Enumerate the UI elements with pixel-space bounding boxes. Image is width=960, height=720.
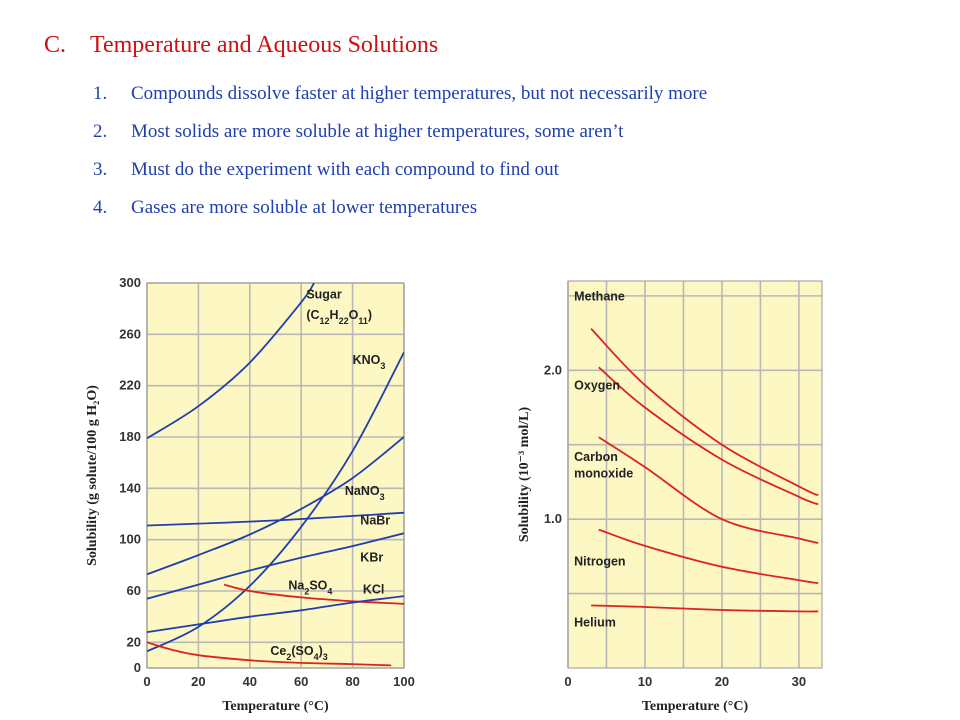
gases-series-group xyxy=(590,327,819,613)
series-line-nabr xyxy=(147,511,404,527)
series-label-nitrogen: Nitrogen xyxy=(574,554,625,568)
gases-x-tick-label: 30 xyxy=(792,674,806,689)
series-label-sugar-formula: (C12H22O11) xyxy=(306,308,372,326)
slide-heading: C. Temperature and Aqueous Solutions xyxy=(44,32,438,59)
series-line-methane xyxy=(590,327,819,497)
series-line-helium xyxy=(591,604,819,613)
bullet-text: Must do the experiment with each compoun… xyxy=(131,159,559,180)
gases-plot-area xyxy=(568,281,822,668)
solids-x-axis-title: Temperature (°C) xyxy=(222,699,329,714)
gases-frame xyxy=(567,280,823,669)
solids-y-tick-label: 60 xyxy=(127,583,141,598)
solids-y-axis-title: Solubility (g solute/100 g H₂O) xyxy=(85,385,100,566)
solids-x-tick-label: 80 xyxy=(345,674,359,689)
solids-x-tick-label: 60 xyxy=(294,674,308,689)
series-label-carbon: Carbon xyxy=(574,450,618,464)
bullet-number: 2. xyxy=(93,121,108,142)
series-line-na2so4 xyxy=(223,583,404,605)
series-label-kbr: KBr xyxy=(360,550,383,564)
series-line-kcl xyxy=(147,595,404,633)
series-line-sugar-c12h22o11 xyxy=(147,283,315,440)
gases-y-tick-label: 1.0 xyxy=(544,511,562,526)
series-line-kbr xyxy=(147,532,404,600)
heading-text: Temperature and Aqueous Solutions xyxy=(90,32,439,58)
solids-y-tick-label: 0 xyxy=(134,660,141,675)
gases-x-axis-title: Temperature (°C) xyxy=(642,699,749,714)
gases-y-tick-label: 2.0 xyxy=(544,362,562,377)
solids-x-tick-label: 0 xyxy=(143,674,150,689)
series-label-methane: Methane xyxy=(574,289,625,303)
series-label-kcl: KCl xyxy=(363,583,385,597)
solids-y-tick-label: 260 xyxy=(119,326,141,341)
gases-x-tick-label: 10 xyxy=(638,674,652,689)
series-label-ce2so43: Ce2(SO4)3 xyxy=(270,644,327,662)
gases-x-tick-label: 0 xyxy=(564,674,571,689)
bullet-number: 4. xyxy=(93,197,108,218)
bullet-item: 4. Gases are more soluble at lower temper… xyxy=(93,194,913,221)
solids-y-tick-label: 180 xyxy=(119,429,141,444)
solids-plot-area xyxy=(147,283,404,668)
series-label-kno3: KNO3 xyxy=(353,353,386,371)
gases-x-tick-label: 20 xyxy=(715,674,729,689)
bullet-item: 1. Compounds dissolve faster at higher te… xyxy=(93,80,913,107)
solids-series-group xyxy=(147,283,404,667)
gases-y-axis-title: Solubility (10⁻³ mol/L) xyxy=(517,407,532,543)
solids-y-tick-label: 300 xyxy=(119,275,141,290)
series-line-oxygen xyxy=(598,366,819,506)
bullet-list: 1. Compounds dissolve faster at higher te… xyxy=(93,80,913,232)
series-label-helium: Helium xyxy=(574,615,616,629)
series-line-nitrogen xyxy=(598,528,819,585)
solids-frame xyxy=(146,282,405,669)
solids-x-tick-label: 100 xyxy=(393,674,415,689)
bullet-number: 3. xyxy=(93,159,108,180)
series-label-nano3: NaNO3 xyxy=(345,484,385,502)
solids-y-tick-label: 20 xyxy=(127,634,141,649)
heading-number: C. xyxy=(44,32,67,58)
solids-y-tick-label: 140 xyxy=(119,480,141,495)
solids-y-tick-label: 100 xyxy=(119,532,141,547)
bullet-item: 2. Most solids are more soluble at higher… xyxy=(93,118,913,145)
bullet-text: Compounds dissolve faster at higher temp… xyxy=(131,83,708,104)
series-line-ce2-so4-3 xyxy=(147,641,392,667)
series-label-monoxide: monoxide xyxy=(574,466,633,480)
series-label-sugar: Sugar xyxy=(306,287,342,301)
solids-x-tick-label: 40 xyxy=(243,674,257,689)
bullet-text: Most solids are more soluble at higher t… xyxy=(131,121,624,142)
bullet-item: 3. Must do the experiment with each compo… xyxy=(93,156,913,183)
series-label-na2so4: Na2SO4 xyxy=(288,579,332,597)
series-line-carbon-monoxide xyxy=(598,436,819,544)
solids-y-tick-label: 220 xyxy=(119,378,141,393)
bullet-number: 1. xyxy=(93,83,108,104)
series-label-oxygen: Oxygen xyxy=(574,379,620,393)
series-line-kno3 xyxy=(147,351,404,653)
solids-x-tick-label: 20 xyxy=(191,674,205,689)
bullet-text: Gases are more soluble at lower temperat… xyxy=(131,197,478,218)
series-label-nabr: NaBr xyxy=(360,513,390,527)
